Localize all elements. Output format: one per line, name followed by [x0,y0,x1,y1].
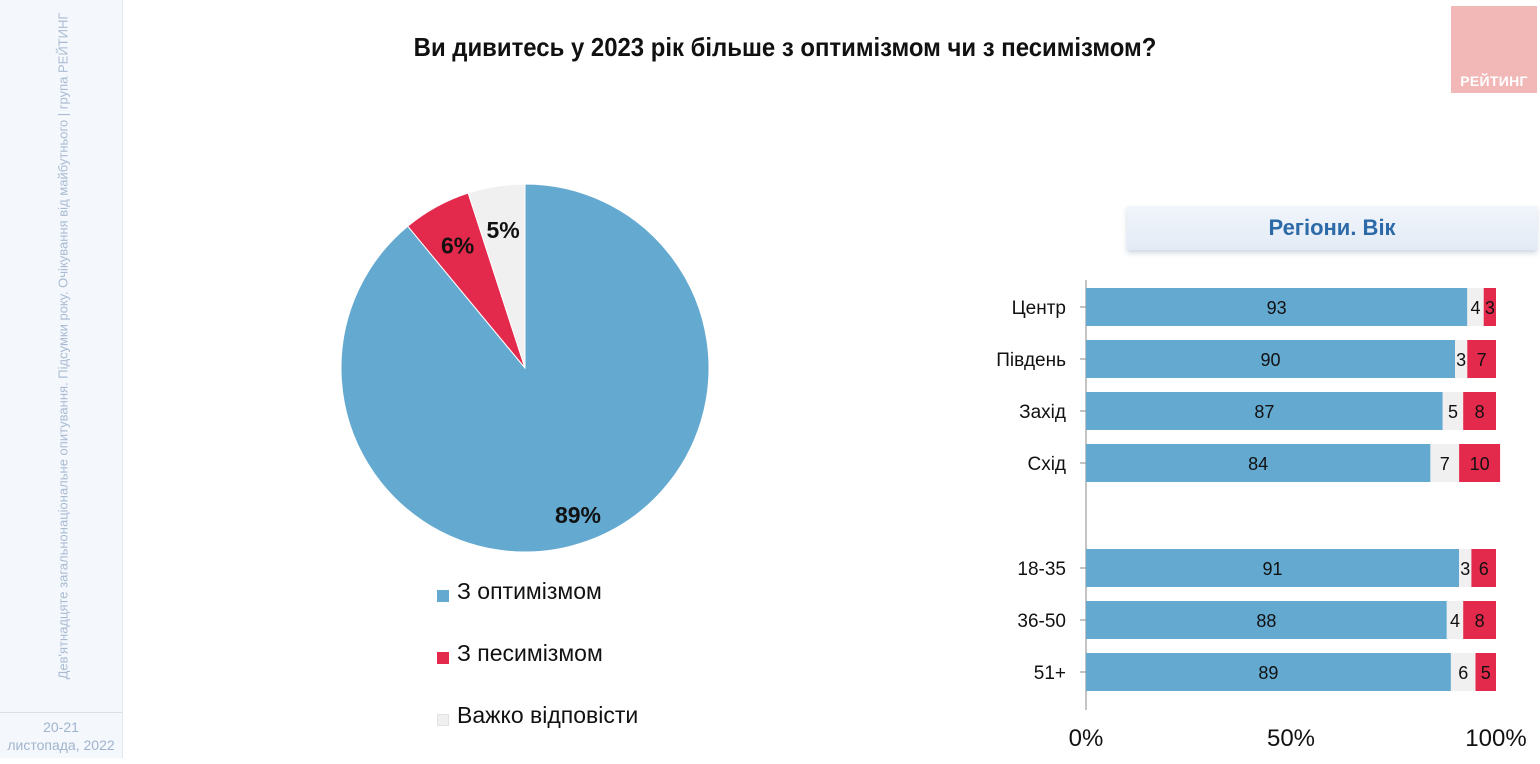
category-label: Захід [1019,402,1066,423]
legend-item-pessimism: З песимізмом [437,640,638,702]
bar-segment-pessimism [1459,444,1501,482]
category-label: Схід [1027,454,1066,475]
bar-value-label: 90 [1260,350,1280,370]
pie-label-pessimism: 6% [441,232,474,258]
bar-segment-optimism [1086,549,1460,587]
bar-value-label: 6 [1458,663,1468,683]
bar-value-label: 3 [1485,298,1495,318]
legend-label-optimism: З оптимізмом [457,578,602,604]
x-tick-label: 100% [1465,725,1526,752]
bar-segment-optimism [1086,653,1451,691]
category-label: 36-50 [1017,611,1066,632]
survey-date-month: листопада, 2022 [7,737,115,753]
bar-value-label: 10 [1470,454,1490,474]
logo-text: РЕЙТИНГ [1460,73,1528,89]
bar-segment-optimism [1086,444,1431,482]
bar-chart-header: Регіони. Вік [1127,206,1537,250]
bar-segment-hard-to-say [1430,444,1460,482]
sidebar-caption: Дев'ятнадцяте загальнонаціональне опитув… [55,12,71,680]
bar-value-label: 5 [1481,663,1491,683]
category-label: Центр [1012,298,1066,319]
bar-value-label: 7 [1477,350,1487,370]
rating-logo: РЕЙТИНГ [1451,6,1537,93]
legend-swatch-optimism [437,590,449,602]
pie-legend: З оптимізмом З песимізмом Важко відповіс… [437,578,638,764]
bar-value-label: 4 [1450,611,1460,631]
bar-value-label: 8 [1475,402,1485,422]
bar-segment-hard-to-say [1467,288,1484,326]
x-tick-label: 50% [1267,725,1315,752]
bar-segment-pessimism [1463,601,1496,639]
sidebar-divider [0,712,122,713]
category-label: Південь [996,350,1066,371]
bar-value-label: 84 [1248,454,1268,474]
bar-segment-hard-to-say [1442,392,1464,430]
bar-value-label: 3 [1456,350,1466,370]
bar-segment-hard-to-say [1459,549,1472,587]
legend-label-hard-to-say: Важко відповісти [457,702,639,728]
bar-segment-pessimism [1483,288,1496,326]
legend-item-optimism: З оптимізмом [437,578,638,640]
bar-segment-hard-to-say [1455,340,1468,378]
bar-segment-optimism [1086,288,1468,326]
x-tick-label: 0% [1069,725,1104,752]
category-label: 18-35 [1017,559,1066,580]
pie-chart: 89% 6% 5% [340,183,710,553]
pie-label-optimism: 89% [555,502,601,528]
bar-value-label: 88 [1256,611,1276,631]
bar-segment-pessimism [1467,340,1496,378]
bar-segment-pessimism [1475,653,1496,691]
legend-item-hard-to-say: Важко відповісти [437,702,638,764]
bar-segment-pessimism [1471,549,1496,587]
sidebar: Дев'ятнадцяте загальнонаціональне опитув… [0,0,123,758]
bar-segment-optimism [1086,392,1443,430]
bar-value-label: 4 [1470,298,1480,318]
bar-value-label: 5 [1448,402,1458,422]
legend-swatch-hard-to-say [437,714,449,726]
bar-value-label: 89 [1258,663,1278,683]
survey-date: 20-21 листопада, 2022 [0,718,122,754]
bar-value-label: 7 [1440,454,1450,474]
category-label: 51+ [1034,663,1066,684]
bar-segment-hard-to-say [1450,653,1476,691]
chart-title: Ви дивитесь у 2023 рік більше з оптимізм… [413,32,1157,62]
bar-value-label: 6 [1479,559,1489,579]
pie-label-hard-to-say: 5% [486,217,519,243]
legend-swatch-pessimism [437,652,449,664]
bar-value-label: 8 [1475,611,1485,631]
bar-value-label: 93 [1267,298,1287,318]
bar-value-label: 91 [1263,559,1283,579]
bar-segment-optimism [1086,340,1455,378]
bar-value-label: 3 [1460,559,1470,579]
bar-segment-optimism [1086,601,1447,639]
legend-label-pessimism: З песимізмом [457,640,603,666]
survey-date-days: 20-21 [43,719,79,735]
bar-segment-pessimism [1463,392,1496,430]
pie-slice-hard-to-say [467,183,526,369]
bar-segment-hard-to-say [1446,601,1464,639]
bar-value-label: 87 [1254,402,1274,422]
